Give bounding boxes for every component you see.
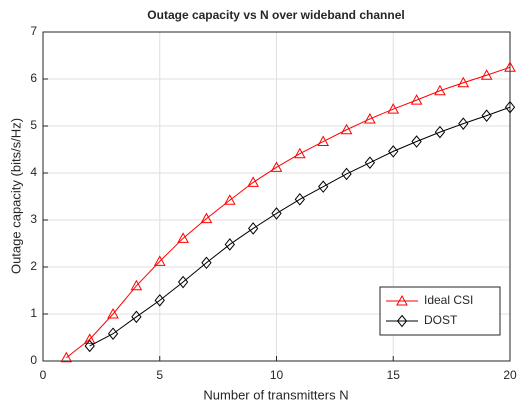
marker xyxy=(84,339,95,353)
marker xyxy=(341,167,352,181)
y-tick-label: 1 xyxy=(30,306,37,320)
marker xyxy=(60,351,73,363)
y-axis-label: Outage capacity (bits/s/Hz) xyxy=(8,118,23,274)
marker xyxy=(224,238,235,251)
marker xyxy=(177,232,189,243)
marker xyxy=(223,194,236,205)
marker xyxy=(434,84,446,96)
y-tick-label: 3 xyxy=(30,212,37,226)
marker xyxy=(83,333,96,344)
marker xyxy=(480,69,493,80)
x-tick-label: 15 xyxy=(387,368,401,382)
marker xyxy=(317,135,330,147)
chart-title: Outage capacity vs N over wideband chann… xyxy=(147,8,404,22)
marker xyxy=(364,156,376,169)
marker xyxy=(410,94,423,105)
y-tick-label: 0 xyxy=(30,353,37,367)
legend-box xyxy=(379,286,501,336)
x-tick-label: 10 xyxy=(270,368,284,382)
marker xyxy=(504,100,516,114)
series-line xyxy=(89,106,511,347)
marker xyxy=(411,135,422,148)
marker xyxy=(107,307,119,319)
marker xyxy=(340,123,353,135)
marker xyxy=(107,327,119,341)
marker xyxy=(154,294,165,307)
marker xyxy=(201,256,212,270)
y-tick-label: 2 xyxy=(30,259,37,273)
marker xyxy=(130,279,143,291)
marker xyxy=(200,212,213,224)
marker xyxy=(270,161,283,172)
legend-label: DOST xyxy=(424,313,458,327)
marker xyxy=(434,125,446,139)
marker xyxy=(294,193,305,206)
y-tick-label: 5 xyxy=(30,118,37,132)
marker xyxy=(248,222,259,235)
x-tick-label: 5 xyxy=(156,368,163,382)
marker xyxy=(481,109,492,122)
axes-box xyxy=(42,31,511,362)
marker xyxy=(177,275,189,289)
y-tick-label: 7 xyxy=(30,24,37,38)
y-tick-label: 4 xyxy=(30,165,37,179)
marker xyxy=(457,76,470,88)
y-tick-label: 6 xyxy=(30,71,37,85)
marker xyxy=(458,117,469,130)
marker xyxy=(247,176,259,187)
marker xyxy=(504,61,516,72)
x-tick-label: 0 xyxy=(40,368,47,382)
marker xyxy=(294,147,306,159)
marker xyxy=(387,103,400,114)
marker xyxy=(396,314,408,328)
marker xyxy=(388,145,399,158)
marker xyxy=(318,180,329,193)
marker xyxy=(131,310,142,324)
marker xyxy=(271,207,282,220)
x-tick-label: 20 xyxy=(503,368,517,382)
x-axis-label: Number of transmitters N xyxy=(203,387,348,402)
marker xyxy=(396,294,408,306)
legend-label: Ideal CSI xyxy=(424,293,473,307)
marker xyxy=(153,255,166,266)
marker xyxy=(364,112,376,124)
